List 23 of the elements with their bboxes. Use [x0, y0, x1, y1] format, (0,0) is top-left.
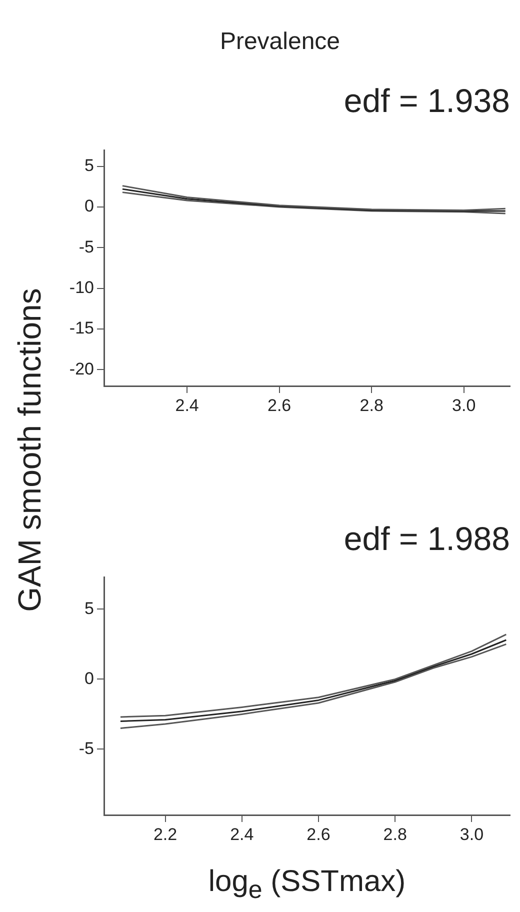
x-tick-label: 2.4 — [175, 396, 199, 415]
y-tick-label: 5 — [84, 598, 94, 618]
y-tick-label: -5 — [78, 237, 94, 256]
x-tick-label: 3.0 — [460, 824, 484, 844]
text: edf = 1.938 — [344, 82, 510, 120]
y-tick-label: 5 — [84, 156, 94, 175]
x-tick-label: 2.6 — [268, 396, 292, 415]
y-tick-label: -10 — [69, 278, 94, 298]
x-axis-title: log$_{e}$ (SSTmax) — [207, 865, 407, 905]
x-tick-label: 2.6 — [306, 824, 330, 844]
text: edf = 1.988 — [344, 520, 510, 558]
y-tick-label: -15 — [69, 318, 94, 338]
x-tick-label: 3.0 — [452, 396, 476, 415]
x-tick-label: 2.4 — [230, 824, 254, 844]
y-tick-label: 0 — [84, 196, 94, 216]
y-tick-label: -5 — [78, 738, 94, 758]
x-tick-label: 2.2 — [153, 824, 178, 844]
x-tick-label: 2.8 — [383, 824, 407, 844]
x-tick-label: 2.8 — [360, 396, 384, 415]
y-tick-label: 0 — [84, 668, 94, 688]
y-tick-label: -20 — [69, 359, 94, 378]
y-axis-title: GAM smooth functions — [12, 288, 48, 612]
chart-title: Prevalence — [218, 28, 342, 56]
